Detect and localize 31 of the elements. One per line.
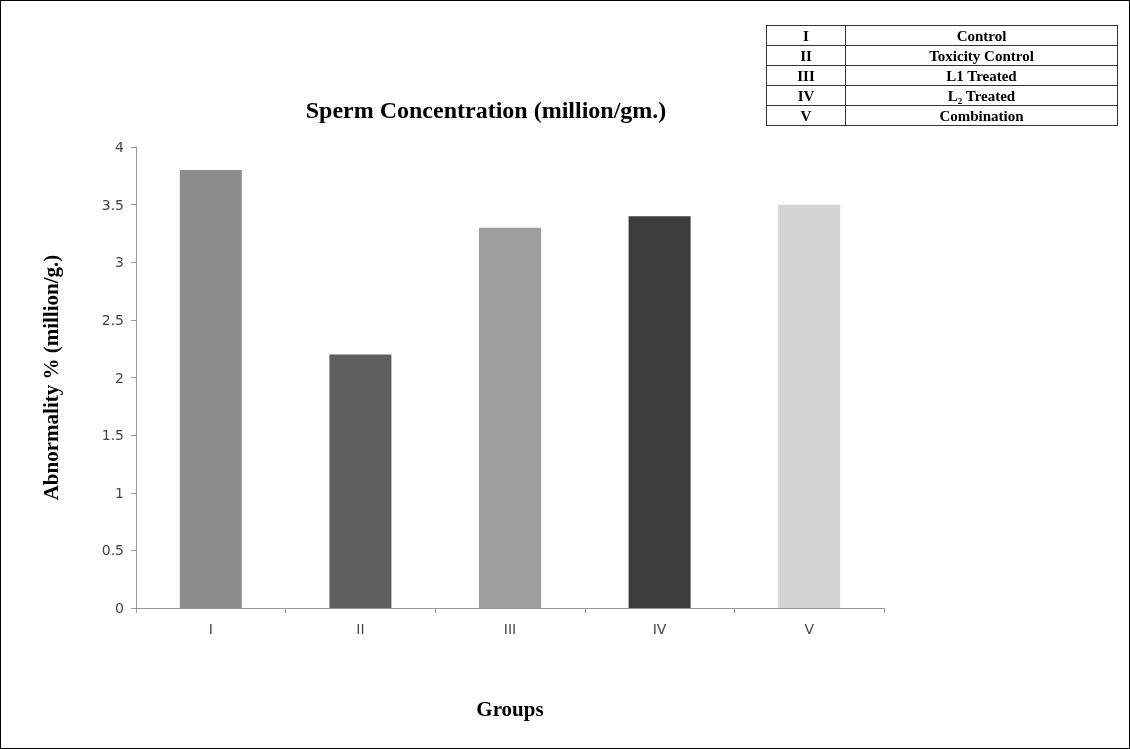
text: IV bbox=[766, 85, 846, 106]
y-tick-label: 2.5 bbox=[101, 311, 124, 328]
bar bbox=[329, 354, 392, 608]
bar bbox=[778, 204, 841, 608]
y-tick-label: 3 bbox=[115, 254, 124, 271]
x-tick-label: I bbox=[208, 621, 213, 637]
text: I bbox=[766, 25, 846, 46]
x-tick-label: II bbox=[356, 621, 365, 637]
x-tick-label: IV bbox=[652, 621, 667, 637]
x-tick-label: V bbox=[804, 621, 815, 637]
text: Toxicity Control bbox=[845, 45, 1118, 66]
text: II bbox=[766, 45, 846, 66]
y-tick-label: 3.5 bbox=[101, 196, 124, 213]
y-tick-label: 1 bbox=[115, 484, 124, 501]
text: III bbox=[766, 65, 846, 86]
text: V bbox=[766, 105, 846, 126]
chart-title: Sperm Concentration (million/gm.) bbox=[305, 97, 667, 123]
y-axis-title: Abnormality % (million/g.) bbox=[38, 254, 63, 501]
bar bbox=[179, 170, 242, 608]
text: Control bbox=[845, 25, 1118, 46]
y-tick-label: 4 bbox=[115, 139, 125, 155]
text: Combination bbox=[845, 105, 1118, 126]
text: L₂ Treated bbox=[845, 85, 1118, 106]
y-tick-label: 0.5 bbox=[101, 542, 124, 559]
y-tick-label: 0 bbox=[115, 600, 124, 616]
x-tick-label: III bbox=[503, 621, 517, 637]
x-axis-title: Groups bbox=[476, 696, 544, 721]
bar bbox=[628, 216, 691, 608]
text: L1 Treated bbox=[845, 65, 1118, 86]
y-tick-label: 1.5 bbox=[101, 427, 124, 444]
y-tick-label: 2 bbox=[115, 369, 124, 386]
